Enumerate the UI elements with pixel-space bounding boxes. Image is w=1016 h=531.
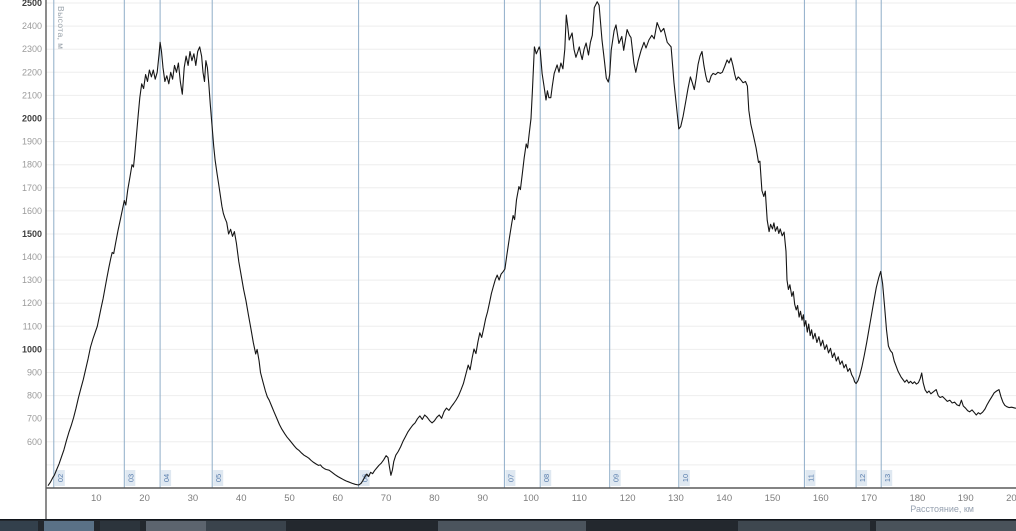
x-tick-label: 80 xyxy=(429,493,440,504)
waypoint-label: 11 xyxy=(806,474,815,482)
x-tick-label: 100 xyxy=(523,493,539,504)
y-tick-label: 1400 xyxy=(22,252,42,262)
waypoint-label-bg xyxy=(679,470,690,486)
taskbar-window-button[interactable] xyxy=(206,521,286,531)
waypoint-label: 02 xyxy=(56,474,65,482)
y-tick-label: 2400 xyxy=(22,21,42,31)
y-tick-label: 700 xyxy=(27,414,42,424)
y-axis-title: Высота, м xyxy=(56,6,66,50)
x-tick-label: 10 xyxy=(91,493,102,504)
x-tick-label: 30 xyxy=(188,493,199,504)
waypoint-label-bg xyxy=(882,470,893,486)
x-axis-title: Расстояние, км xyxy=(910,504,974,514)
x-tick-label: 110 xyxy=(572,493,587,504)
waypoint-label-bg xyxy=(857,470,868,486)
waypoint-marker-12[interactable]: 12 xyxy=(855,0,868,488)
waypoint-label-bg xyxy=(805,470,816,486)
y-axis-ticks: 600 700 800 900 1000 1100 1200 1300 1400 1500 1600… xyxy=(22,0,42,447)
taskbar-window-button[interactable] xyxy=(876,521,1016,531)
waypoint-label-bg xyxy=(505,470,516,486)
waypoint-marker-11[interactable]: 11 xyxy=(803,0,816,488)
y-tick-label: 900 xyxy=(27,368,42,378)
taskbar-window-button[interactable] xyxy=(44,521,94,531)
x-tick-label: 20 xyxy=(139,493,150,504)
taskbar[interactable] xyxy=(0,519,1016,531)
waypoint-label: 09 xyxy=(612,474,621,482)
taskbar-window-button[interactable] xyxy=(100,521,140,531)
waypoint-label: 13 xyxy=(883,474,892,482)
waypoint-marker-03[interactable]: 03 xyxy=(123,0,136,488)
waypoint-label: 04 xyxy=(162,474,171,482)
axes xyxy=(45,0,1016,519)
x-tick-label: 60 xyxy=(333,493,344,504)
y-tick-label: 1100 xyxy=(23,321,42,331)
elevation-profile-chart[interactable]: 02 03 04 05 06 07 08 09 10 11 12 13 600 700 800 900 1000… xyxy=(0,0,1016,519)
x-tick-label: 160 xyxy=(813,493,829,504)
y-tick-label: 1300 xyxy=(22,275,42,285)
waypoint-marker-06[interactable]: 06 xyxy=(358,0,370,488)
x-tick-label: 180 xyxy=(909,493,925,504)
waypoint-label-bg xyxy=(161,470,172,486)
waypoint-label: 06 xyxy=(361,474,370,482)
x-axis-ticks: 10 20 30 40 50 60 70 80 90 100 110 120 130 140 150 160 1… xyxy=(91,493,1016,504)
y-tick-label: 800 xyxy=(27,391,42,401)
x-tick-label: 90 xyxy=(477,493,488,504)
waypoint-label-bg xyxy=(541,470,552,486)
waypoint-marker-07[interactable]: 07 xyxy=(503,0,516,488)
taskbar-window-button[interactable] xyxy=(738,521,870,531)
x-tick-label: 70 xyxy=(381,493,392,504)
y-tick-label: 2200 xyxy=(22,67,42,77)
x-tick-label: 190 xyxy=(958,493,974,504)
y-tick-label: 2000 xyxy=(22,114,42,124)
waypoint-marker-04[interactable]: 04 xyxy=(159,0,172,488)
chart-canvas[interactable]: 02 03 04 05 06 07 08 09 10 11 12 13 600 700 800 900 1000… xyxy=(0,0,1016,519)
x-tick-label: 120 xyxy=(620,493,636,504)
waypoint-marker-08[interactable]: 08 xyxy=(539,0,552,488)
y-tick-label: 1500 xyxy=(22,229,42,239)
y-tick-label: 1600 xyxy=(22,206,42,216)
x-tick-label: 200 xyxy=(1006,493,1016,504)
waypoint-label-bg xyxy=(610,470,621,486)
waypoint-marker-05[interactable]: 05 xyxy=(211,0,224,488)
y-tick-label: 1000 xyxy=(22,344,42,354)
x-tick-label: 150 xyxy=(765,493,781,504)
waypoint-marker-10[interactable]: 10 xyxy=(678,0,690,488)
x-tick-label: 50 xyxy=(284,493,295,504)
y-tick-label: 1700 xyxy=(22,183,42,193)
waypoint-label: 03 xyxy=(126,474,135,482)
waypoint-label: 07 xyxy=(506,474,515,482)
gridlines xyxy=(46,2,1016,466)
y-tick-label: 2100 xyxy=(22,90,42,100)
x-tick-label: 40 xyxy=(236,493,247,504)
y-tick-label: 2500 xyxy=(22,0,42,8)
taskbar-window-button[interactable] xyxy=(146,521,206,531)
taskbar-window-button[interactable] xyxy=(0,521,38,531)
waypoint-label-bg xyxy=(213,470,224,486)
elevation-curve[interactable] xyxy=(47,1,1016,487)
y-tick-label: 1200 xyxy=(22,298,42,308)
x-tick-label: 140 xyxy=(716,493,732,504)
x-tick-label: 170 xyxy=(861,493,877,504)
waypoint-label: 10 xyxy=(681,474,690,482)
waypoint-label-bg xyxy=(125,470,136,486)
y-tick-label: 1900 xyxy=(22,137,42,147)
y-tick-label: 1800 xyxy=(22,160,42,170)
y-tick-label: 600 xyxy=(27,437,42,447)
x-tick-label: 130 xyxy=(668,493,684,504)
waypoint-marker-09[interactable]: 09 xyxy=(609,0,621,488)
waypoint-label-bg xyxy=(54,470,65,486)
waypoint-label: 12 xyxy=(858,474,867,482)
waypoint-marker-13[interactable]: 13 xyxy=(880,0,893,488)
waypoint-label: 08 xyxy=(542,474,551,482)
waypoint-label: 05 xyxy=(214,474,223,482)
waypoint-marker-02[interactable]: 02 xyxy=(53,0,65,488)
taskbar-window-button[interactable] xyxy=(438,521,586,531)
y-tick-label: 2300 xyxy=(22,44,42,54)
